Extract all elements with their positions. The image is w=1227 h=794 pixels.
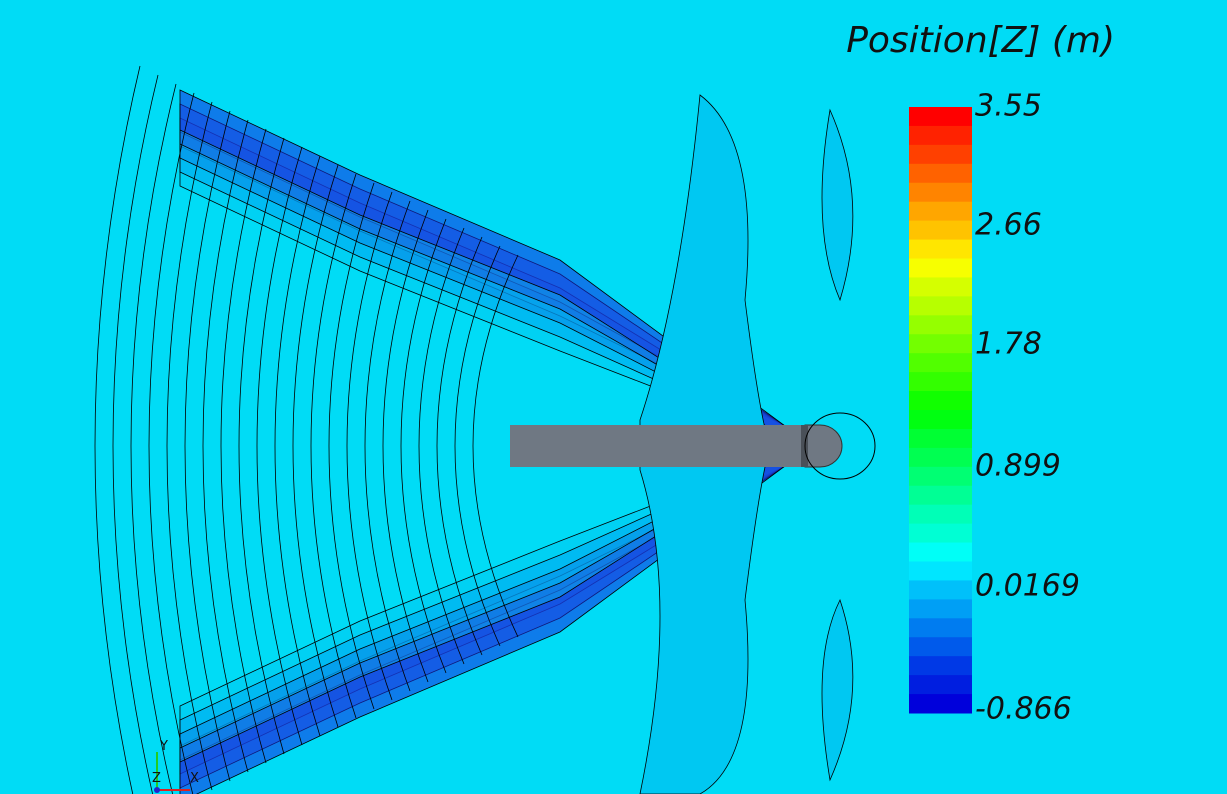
wake-contour xyxy=(94,65,141,794)
triad-label: Y xyxy=(159,739,168,754)
colorbar xyxy=(909,107,972,714)
triad-label: X xyxy=(190,771,199,786)
colorbar-band xyxy=(909,466,972,487)
axis-triad: Y Z X xyxy=(152,739,199,793)
legend-label: 0.0169 xyxy=(975,569,1080,604)
hull-body xyxy=(510,425,805,467)
colorbar-band xyxy=(909,656,972,676)
colorbar-band xyxy=(909,239,972,259)
colorbar-band xyxy=(909,372,972,392)
colorbar-band xyxy=(909,523,972,544)
wake-contour xyxy=(130,83,177,794)
wake-contour xyxy=(148,92,195,794)
wake-contour xyxy=(310,173,357,719)
colorbar-band xyxy=(909,694,972,714)
wake-contour xyxy=(220,128,267,764)
colorbar-band xyxy=(909,107,972,127)
colorbar-band xyxy=(909,296,972,316)
colorbar-band xyxy=(909,144,972,165)
colorbar-band xyxy=(909,410,972,430)
colorbar-band xyxy=(909,334,972,354)
colorbar-band xyxy=(909,485,972,506)
legend-label: 1.78 xyxy=(975,327,1042,362)
triad-z-axis xyxy=(154,787,160,793)
colorbar-band xyxy=(909,163,972,184)
colorbar-band xyxy=(909,675,972,695)
colorbar-band xyxy=(909,542,972,562)
wake-contour xyxy=(292,164,339,728)
colorbar-band xyxy=(909,447,972,468)
wake-contour xyxy=(418,227,465,665)
wake-contour xyxy=(454,245,501,647)
wake-contour xyxy=(364,200,411,692)
bow-contour xyxy=(804,412,876,480)
wake-contours xyxy=(94,65,854,794)
wake-contour xyxy=(472,254,519,638)
colorbar-band xyxy=(909,315,972,335)
wake-contour xyxy=(256,146,303,746)
wake-contour xyxy=(184,110,231,782)
colorbar-band xyxy=(909,277,972,297)
wake-contour xyxy=(400,218,447,674)
wake-contour xyxy=(166,101,213,791)
colorbar-band xyxy=(909,182,972,203)
colorbar-band xyxy=(909,258,972,278)
wake-contour xyxy=(202,119,249,773)
wake-contour xyxy=(346,191,393,701)
legend-label: 3.55 xyxy=(975,89,1042,124)
wake-contour xyxy=(382,209,429,683)
legend-title: Position[Z] (m) xyxy=(846,20,1115,61)
triad-label: Z xyxy=(152,771,161,786)
hull-bow xyxy=(804,424,843,468)
colorbar-band xyxy=(909,580,972,600)
colorbar-band xyxy=(909,201,972,222)
hull-ring xyxy=(801,425,808,467)
colorbar-band xyxy=(909,561,972,581)
legend-label: -0.866 xyxy=(975,692,1072,727)
colorbar-band xyxy=(909,618,972,638)
hull xyxy=(510,412,876,480)
wake-contour xyxy=(274,155,321,737)
legend-label: 2.66 xyxy=(975,208,1042,243)
wake-contour xyxy=(328,182,375,710)
colorbar-band xyxy=(909,637,972,657)
colorbar-band xyxy=(909,220,972,241)
legend-label: 0.899 xyxy=(975,449,1061,484)
colorbar-band xyxy=(909,391,972,411)
colorbar-band xyxy=(909,428,972,449)
colorbar-band xyxy=(909,125,972,146)
colorbar-band xyxy=(909,353,972,373)
wake-contour xyxy=(436,236,483,656)
outer-contour xyxy=(821,108,854,782)
colorbar-band xyxy=(909,504,972,525)
wake-contour xyxy=(112,74,159,794)
wake-contour xyxy=(238,137,285,755)
colorbar-band xyxy=(909,599,972,619)
